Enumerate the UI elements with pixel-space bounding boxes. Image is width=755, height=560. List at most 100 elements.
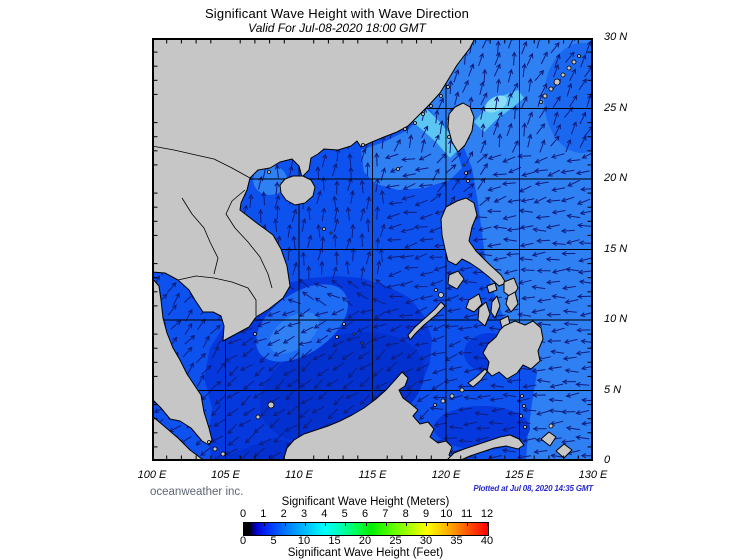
colorbar-tick-value: 10 (440, 508, 453, 520)
colorbar-nub (264, 523, 266, 526)
islet (360, 341, 364, 345)
islet (447, 135, 451, 139)
colorbar-tick-value: 40 (480, 535, 494, 547)
colorbar-tick-value: 3 (300, 508, 308, 520)
colorbar-title-feet: Significant Wave Height (Feet) (287, 547, 444, 559)
border-china-vietnam (152, 145, 251, 179)
islet (566, 65, 572, 71)
lat-label: 15 N (604, 242, 628, 255)
islet (466, 179, 470, 183)
islet (438, 292, 444, 298)
lon-label: 115 E (358, 469, 387, 481)
islet (523, 425, 527, 429)
islet (571, 59, 577, 65)
chart-subtitle: Valid For Jul-08-2020 18:00 GMT (248, 21, 426, 35)
lon-label: 130 E (578, 469, 608, 481)
colorbar-nub (426, 523, 428, 526)
land-halmahera-a (540, 431, 557, 447)
islet (522, 404, 526, 408)
land-leyte (505, 291, 519, 313)
land-halmahera-b (555, 443, 573, 459)
colorbar-tick-value: 10 (297, 535, 311, 547)
ocean-light-gulf-tonkin (253, 165, 287, 195)
colorbar-nub (345, 523, 347, 526)
land-masbate (486, 282, 498, 294)
colorbar-tick-value: 12 (480, 508, 494, 520)
lon-label: 125 E (505, 469, 534, 481)
colorbar-tick-value: 6 (361, 508, 369, 520)
colorbar-nub (446, 523, 448, 526)
land-panay (465, 293, 483, 313)
islet (577, 54, 581, 58)
land-negros (477, 301, 491, 327)
plotted-timestamp: Plotted at Jul 08, 2020 14:35 GMT (473, 484, 593, 493)
lat-label: 5 N (604, 383, 622, 396)
colorbar-tick-value: 15 (328, 535, 341, 547)
islet (267, 170, 271, 174)
colorbar-tick-value: 20 (358, 535, 372, 547)
islet (322, 227, 326, 231)
land-sumatra (152, 415, 207, 461)
islet (421, 112, 425, 116)
colorbar-title-meters: Significant Wave Height (Meters) (281, 496, 450, 508)
islet (413, 121, 417, 125)
islet (459, 387, 465, 393)
islet (553, 78, 561, 86)
lon-label: 110 E (285, 469, 313, 481)
islet (403, 127, 407, 131)
islet (440, 398, 446, 404)
land-borneo (282, 371, 456, 461)
lat-label: 10 N (604, 313, 628, 325)
islet (220, 451, 226, 457)
colorbar-tick-value: 8 (402, 508, 409, 520)
islet (548, 423, 554, 429)
land-layer (152, 38, 581, 461)
islet (253, 332, 257, 336)
islet (267, 401, 275, 409)
islet (207, 440, 211, 444)
colorbar-tick-value: 35 (450, 535, 463, 547)
islet (361, 143, 365, 147)
islet (212, 446, 218, 452)
ocean-cyan-ne-taiwan (474, 90, 524, 132)
colorbar-meters-ticks: 0 1 2 3 4 5 6 7 8 9 10 11 12 (240, 508, 493, 520)
credit-text: oceanweather inc. (150, 486, 244, 498)
islet (433, 403, 437, 407)
land-mindanao (467, 320, 544, 388)
colorbar-nub (325, 523, 326, 526)
colorbar-nub (365, 523, 367, 526)
colorbar-tick-value: 11 (460, 508, 473, 520)
colorbar-tick-value: 30 (419, 535, 433, 547)
lat-label: 0 (604, 454, 611, 466)
islet (449, 393, 455, 399)
lat-label: 25 N (604, 101, 628, 114)
land-malay-peninsula (152, 277, 213, 446)
lon-label: 105 E (211, 469, 240, 481)
land-palawan (407, 301, 446, 341)
islet (342, 322, 346, 326)
colorbar-tick-value: 25 (389, 535, 402, 547)
map-canvas (152, 38, 593, 461)
colorbar-tick-value: 9 (422, 508, 430, 520)
land-luzon (440, 197, 507, 287)
islet (352, 332, 356, 336)
small-islands (207, 54, 581, 457)
lon-label: 100 E (137, 469, 167, 481)
islet (462, 163, 466, 167)
islet (548, 86, 554, 92)
land-hainan (279, 175, 316, 206)
islet (335, 335, 339, 339)
colorbar-nub (304, 523, 306, 526)
colorbar-feet-ticks: 0 5 10 15 20 25 30 35 40 (240, 535, 493, 547)
lat-label: 30 N (604, 31, 628, 43)
lon-label: 120 E (431, 469, 461, 481)
islet (519, 414, 523, 418)
islet (464, 171, 468, 175)
chart-title: Significant Wave Height with Wave Direct… (204, 6, 470, 21)
colorbar-tick-value: 1 (260, 508, 267, 520)
border-vietnam-inland (225, 189, 273, 289)
lat-label: 20 N (604, 172, 628, 184)
border-thailand-laos (181, 197, 219, 275)
colorbar-tick-value: 4 (321, 508, 328, 520)
